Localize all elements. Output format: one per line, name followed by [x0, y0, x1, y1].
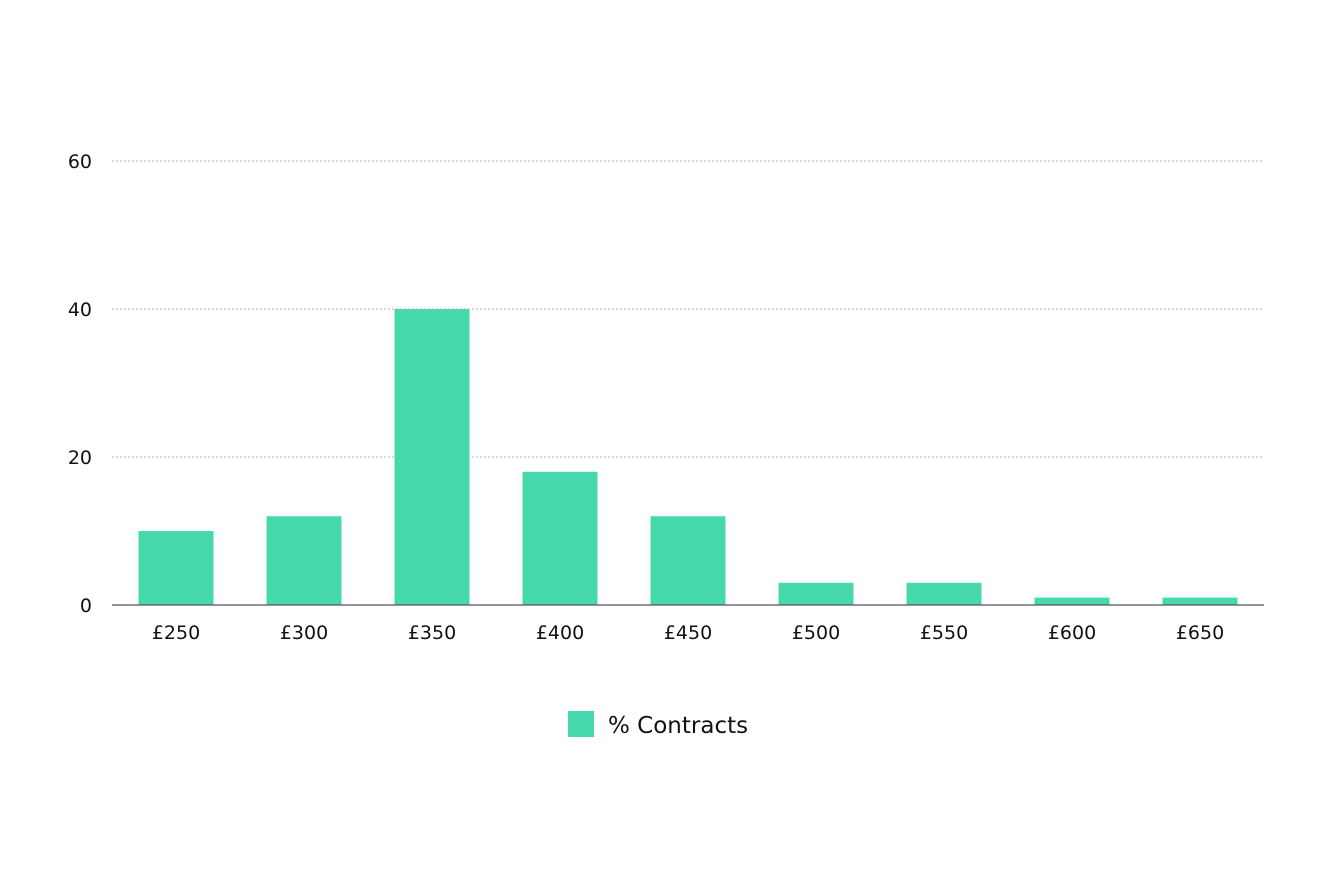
- bar: [522, 471, 598, 605]
- x-axis-tick-labels: £250 £300 £350 £400 £450 £500 £550 £600 £650: [152, 622, 1224, 644]
- legend-label: % Contracts: [608, 713, 748, 739]
- x-tick-label: £500: [792, 622, 840, 644]
- x-tick-label: £600: [1048, 622, 1096, 644]
- x-tick-label: £350: [408, 622, 456, 644]
- y-tick-label: 0: [80, 595, 92, 617]
- bar: [1034, 597, 1110, 605]
- y-tick-label: 40: [68, 299, 92, 321]
- legend-swatch: [568, 711, 594, 737]
- bar: [906, 582, 982, 605]
- gridlines: [112, 160, 1264, 458]
- bars: [138, 309, 1238, 605]
- bar: [778, 582, 854, 605]
- legend: % Contracts: [568, 711, 748, 739]
- bar: [138, 531, 214, 605]
- x-tick-label: £300: [280, 622, 328, 644]
- x-tick-label: £400: [536, 622, 584, 644]
- x-tick-label: £650: [1176, 622, 1224, 644]
- y-tick-label: 20: [68, 447, 92, 469]
- bar: [394, 309, 470, 605]
- x-tick-label: £450: [664, 622, 712, 644]
- bar: [650, 516, 726, 605]
- y-axis-tick-labels: 0 20 40 60: [68, 151, 92, 617]
- bar: [266, 516, 342, 605]
- bar: [1162, 597, 1238, 605]
- x-tick-label: £250: [152, 622, 200, 644]
- y-tick-label: 60: [68, 151, 92, 173]
- x-tick-label: £550: [920, 622, 968, 644]
